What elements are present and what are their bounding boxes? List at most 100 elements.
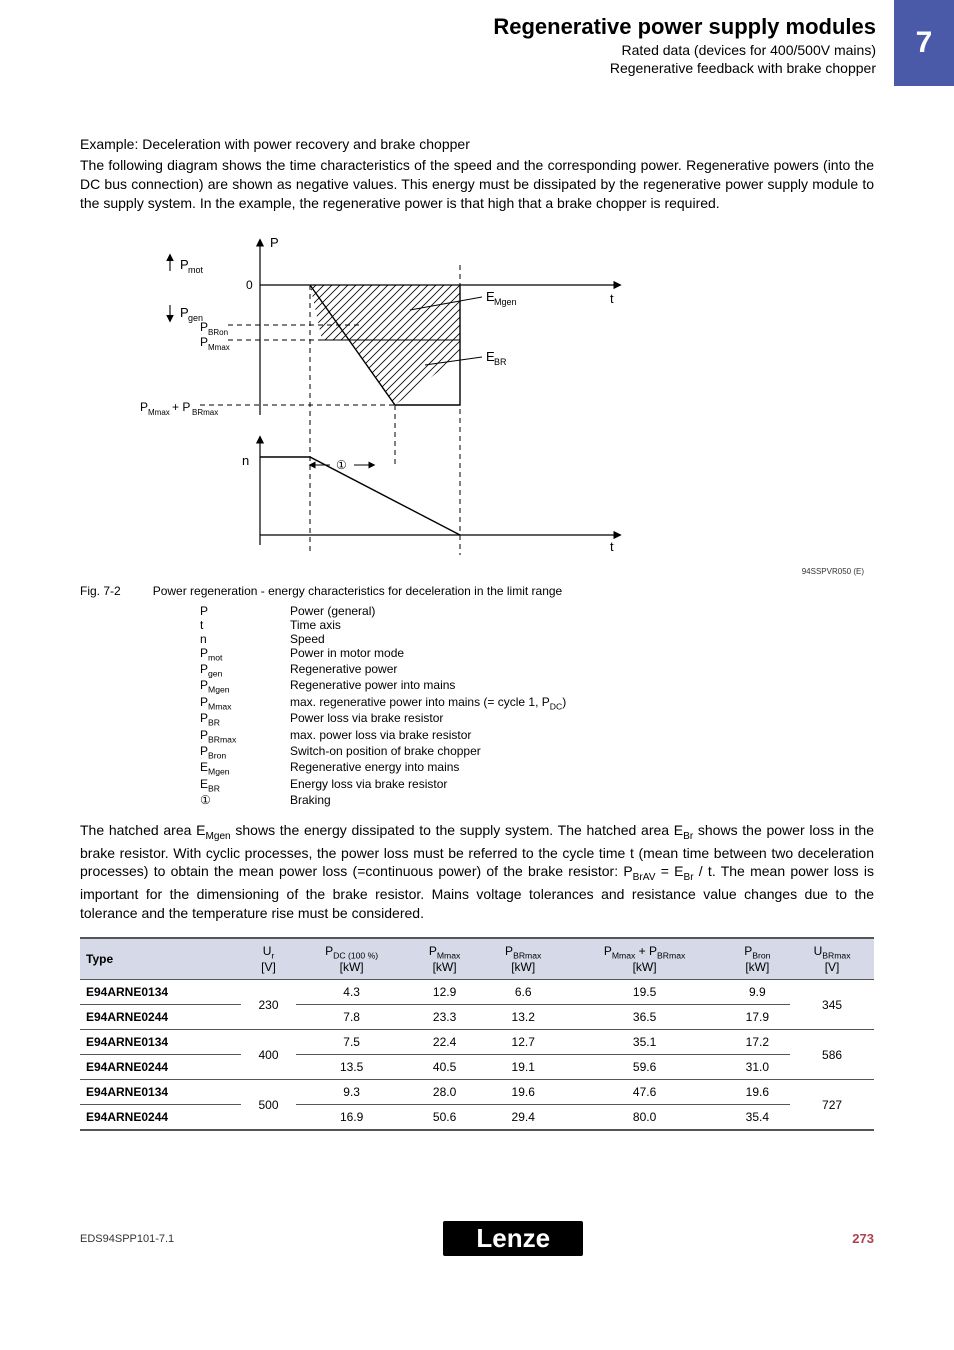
- value-cell: 19.6: [482, 1080, 565, 1105]
- type-cell: E94ARNE0244: [80, 1105, 241, 1131]
- value-cell: 6.6: [482, 980, 565, 1005]
- legend-row: PBRmaxmax. power loss via brake resistor: [200, 728, 874, 744]
- footer-page-number: 273: [852, 1231, 874, 1246]
- value-cell: 47.6: [565, 1080, 725, 1105]
- value-cell: 31.0: [725, 1055, 790, 1080]
- legend-description: Regenerative power: [290, 662, 874, 678]
- ur-cell: 500: [241, 1080, 296, 1131]
- value-cell: 40.5: [407, 1055, 481, 1080]
- legend-row: nSpeed: [200, 632, 874, 646]
- page-header: Regenerative power supply modules Rated …: [0, 0, 954, 86]
- legend-symbol: P: [200, 604, 290, 618]
- ubrmax-cell: 586: [790, 1030, 874, 1080]
- value-cell: 16.9: [296, 1105, 407, 1131]
- value-cell: 7.8: [296, 1005, 407, 1030]
- ubrmax-cell: 345: [790, 980, 874, 1030]
- footer-doc-id: EDS94SPP101-7.1: [80, 1233, 174, 1245]
- legend-row: PMgenRegenerative power into mains: [200, 678, 874, 694]
- figure-caption: Power regeneration - energy characterist…: [153, 584, 563, 598]
- svg-text:t: t: [610, 291, 614, 306]
- header-text-block: Regenerative power supply modules Rated …: [0, 0, 894, 86]
- table-row: E94ARNE01344007.522.412.735.117.2586: [80, 1030, 874, 1055]
- legend-description: Regenerative energy into mains: [290, 760, 874, 776]
- explanation-paragraph: The hatched area EMgen shows the energy …: [80, 821, 874, 922]
- legend-description: Power loss via brake resistor: [290, 711, 874, 727]
- svg-text:n: n: [242, 453, 249, 468]
- svg-text:t: t: [610, 539, 614, 554]
- svg-text:BRon: BRon: [208, 328, 228, 337]
- legend-description: Switch-on position of brake chopper: [290, 744, 874, 760]
- legend-description: max. regenerative power into mains (= cy…: [290, 695, 874, 711]
- legend-description: Power in motor mode: [290, 646, 874, 662]
- legend-description: Regenerative power into mains: [290, 678, 874, 694]
- legend-symbol: PBron: [200, 744, 290, 760]
- value-cell: 17.2: [725, 1030, 790, 1055]
- table-header-cell: Type: [80, 938, 241, 980]
- legend-row: PPower (general): [200, 604, 874, 618]
- table-row: E94ARNE01345009.328.019.647.619.6727: [80, 1080, 874, 1105]
- type-cell: E94ARNE0134: [80, 1080, 241, 1105]
- table-header-cell: PBron[kW]: [725, 938, 790, 980]
- legend-description: Power (general): [290, 604, 874, 618]
- table-row: E94ARNE02447.823.313.236.517.9: [80, 1005, 874, 1030]
- value-cell: 35.4: [725, 1105, 790, 1131]
- value-cell: 23.3: [407, 1005, 481, 1030]
- legend-row: PmotPower in motor mode: [200, 646, 874, 662]
- header-chapter-number: 7: [894, 0, 954, 86]
- value-cell: 19.6: [725, 1080, 790, 1105]
- value-cell: 59.6: [565, 1055, 725, 1080]
- legend-symbol: PMmax: [200, 695, 290, 711]
- svg-text:Mmax: Mmax: [208, 343, 230, 352]
- legend-symbol: PBR: [200, 711, 290, 727]
- svg-text:P: P: [200, 335, 208, 349]
- value-cell: 36.5: [565, 1005, 725, 1030]
- legend-row: PMmaxmax. regenerative power into mains …: [200, 695, 874, 711]
- table-header-cell: UBRmax[V]: [790, 938, 874, 980]
- legend-description: Time axis: [290, 618, 874, 632]
- header-sub1: Rated data (devices for 400/500V mains): [0, 42, 876, 58]
- power-diagram-svg: 0 P t EMg: [100, 235, 800, 565]
- svg-text:P: P: [140, 400, 148, 414]
- legend-row: tTime axis: [200, 618, 874, 632]
- legend-row: EMgenRegenerative energy into mains: [200, 760, 874, 776]
- svg-text:+ P: + P: [172, 400, 190, 414]
- legend-description: Speed: [290, 632, 874, 646]
- value-cell: 19.1: [482, 1055, 565, 1080]
- page-footer: EDS94SPP101-7.1 Lenze 273: [80, 1221, 874, 1256]
- legend-description: Energy loss via brake resistor: [290, 777, 874, 793]
- value-cell: 9.9: [725, 980, 790, 1005]
- value-cell: 13.5: [296, 1055, 407, 1080]
- svg-text:0: 0: [246, 278, 253, 292]
- value-cell: 4.3: [296, 980, 407, 1005]
- legend-row: PBronSwitch-on position of brake chopper: [200, 744, 874, 760]
- svg-text:P: P: [200, 320, 208, 334]
- type-cell: E94ARNE0134: [80, 980, 241, 1005]
- value-cell: 12.7: [482, 1030, 565, 1055]
- example-body: The following diagram shows the time cha…: [80, 156, 874, 213]
- legend-symbol: PBRmax: [200, 728, 290, 744]
- value-cell: 7.5: [296, 1030, 407, 1055]
- svg-text:BRmax: BRmax: [192, 408, 218, 417]
- table-header-cell: PMmax + PBRmax[kW]: [565, 938, 725, 980]
- value-cell: 50.6: [407, 1105, 481, 1131]
- ur-cell: 230: [241, 980, 296, 1030]
- example-title: Example: Deceleration with power recover…: [80, 136, 874, 152]
- legend: PPower (general)tTime axisnSpeedPmotPowe…: [200, 604, 874, 808]
- value-cell: 13.2: [482, 1005, 565, 1030]
- legend-symbol: EBR: [200, 777, 290, 793]
- value-cell: 9.3: [296, 1080, 407, 1105]
- value-cell: 80.0: [565, 1105, 725, 1131]
- legend-symbol: PMgen: [200, 678, 290, 694]
- legend-symbol: ①: [200, 793, 290, 807]
- value-cell: 22.4: [407, 1030, 481, 1055]
- value-cell: 28.0: [407, 1080, 481, 1105]
- svg-text:mot: mot: [188, 265, 204, 275]
- ratings-table: TypeUr[V]PDC (100 %)[kW]PMmax[kW]PBRmax[…: [80, 937, 874, 1131]
- table-row: E94ARNE0244 13.540.519.159.631.0: [80, 1055, 874, 1080]
- type-cell: E94ARNE0244: [80, 1055, 241, 1080]
- legend-row: EBREnergy loss via brake resistor: [200, 777, 874, 793]
- svg-text:BR: BR: [494, 357, 507, 367]
- legend-symbol: Pgen: [200, 662, 290, 678]
- svg-text:①: ①: [336, 458, 347, 472]
- svg-text:Mgen: Mgen: [494, 297, 517, 307]
